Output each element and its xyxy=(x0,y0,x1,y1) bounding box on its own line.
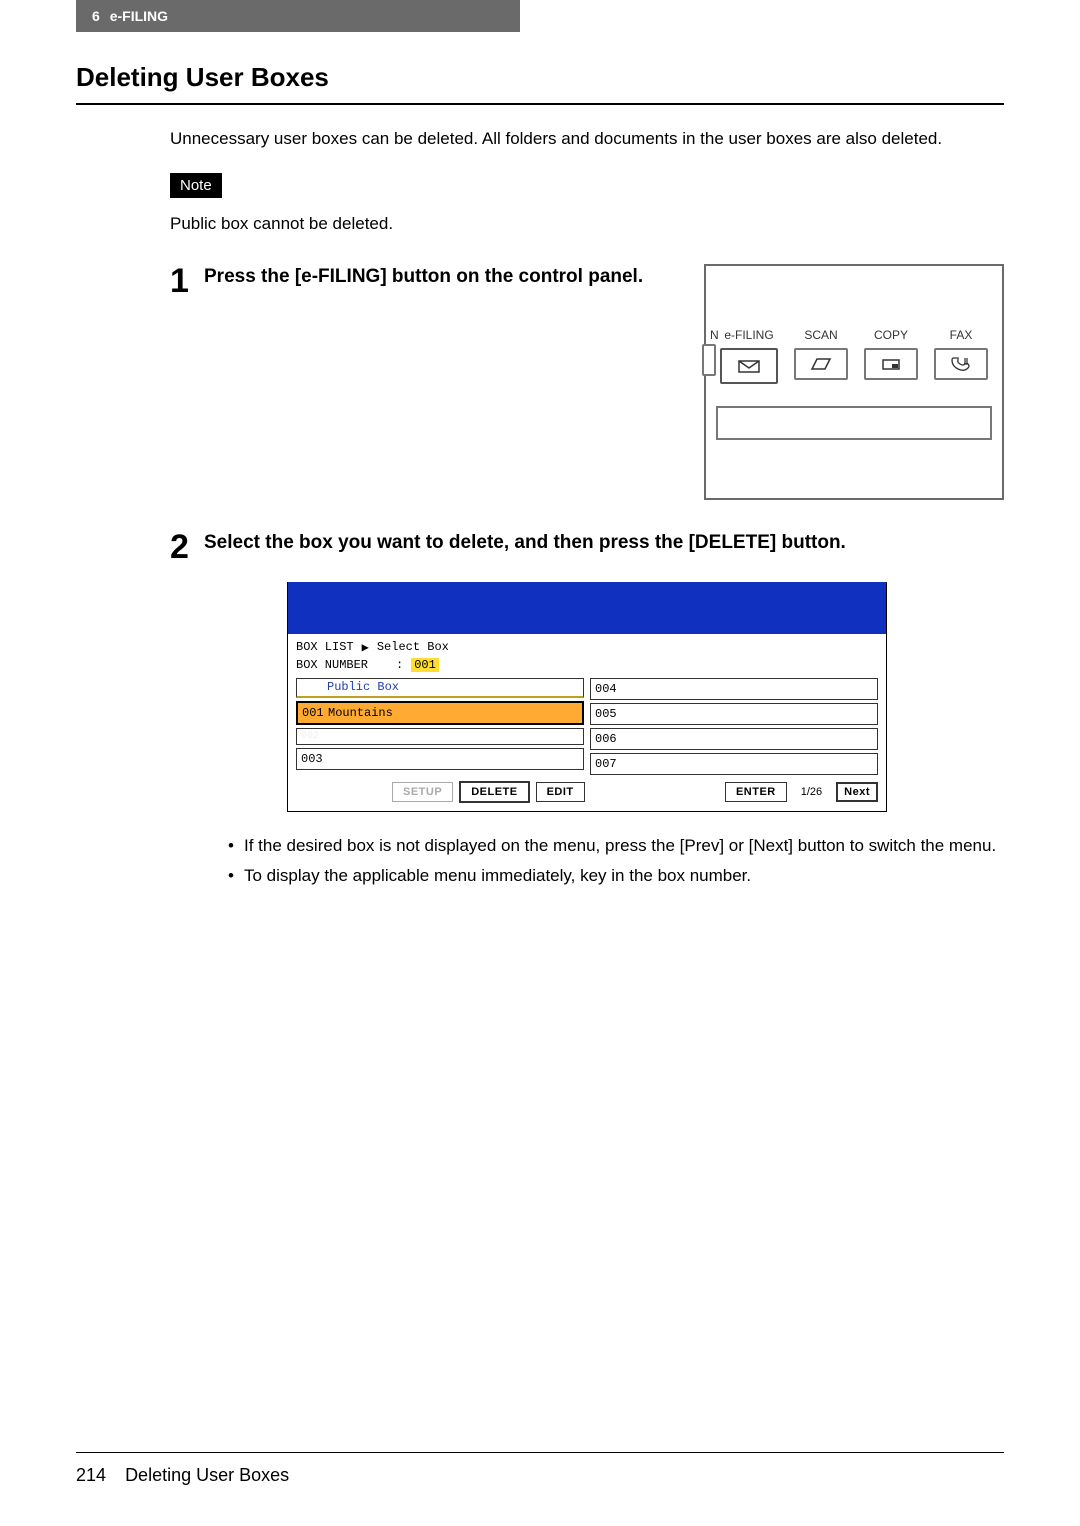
box-row-id: 003 xyxy=(301,752,327,766)
note-text: Public box cannot be deleted. xyxy=(170,214,1004,234)
box-row[interactable]: 005 xyxy=(590,703,878,725)
panel-btn-copy: COPY xyxy=(864,328,918,384)
box-number-value: 001 xyxy=(411,658,439,672)
box-row[interactable]: 007 xyxy=(590,753,878,775)
control-panel-figure: N e-FILING SCAN COPY xyxy=(704,264,1004,500)
panel-btn-scan-label: SCAN xyxy=(804,328,837,342)
box-list-label: BOX LIST xyxy=(296,640,354,654)
step2-row: 2 Select the box you want to delete, and… xyxy=(170,530,1004,564)
box-list-line: BOX LIST ▶ Select Box xyxy=(296,640,878,655)
panel-btn-fax-label: FAX xyxy=(950,328,973,342)
box-row-id: 006 xyxy=(595,732,617,746)
select-box-label: Select Box xyxy=(377,640,449,654)
footer-page-number: 214 xyxy=(76,1465,106,1485)
scan-icon xyxy=(794,348,848,380)
step1-number: 1 xyxy=(170,264,204,298)
fax-icon xyxy=(934,348,988,380)
main-content: Deleting User Boxes Unnecessary user box… xyxy=(0,32,1080,887)
note-badge: Note xyxy=(170,173,222,198)
box-row-id: 002 xyxy=(301,731,327,742)
enter-button[interactable]: ENTER xyxy=(725,782,787,802)
panel-btn-efiling-label: e-FILING xyxy=(724,328,773,342)
box-row[interactable]: 002 xyxy=(296,728,584,745)
step2-figure-wrap: BOX LIST ▶ Select Box BOX NUMBER : 001 Pu… xyxy=(170,582,1004,812)
panel-button-row: e-FILING SCAN COPY xyxy=(706,328,1002,384)
screen-button-row: SETUP DELETE EDIT ENTER 1/26 Next xyxy=(296,781,878,803)
box-row-public[interactable]: Public Box xyxy=(296,678,584,698)
page-header: 6 e-FILING xyxy=(76,0,520,32)
panel-btn-copy-label: COPY xyxy=(874,328,908,342)
step2-number: 2 xyxy=(170,530,204,564)
box-row-selected[interactable]: 001 Mountains xyxy=(296,701,584,725)
title-rule xyxy=(76,103,1004,105)
panel-btn-scan: SCAN xyxy=(794,328,848,384)
bullet-list: If the desired box is not displayed on t… xyxy=(228,834,1004,888)
step1-left: 1 Press the [e-FILING] button on the con… xyxy=(170,264,684,500)
next-button[interactable]: Next xyxy=(836,782,878,802)
box-row-id: 005 xyxy=(595,707,617,721)
box-row[interactable]: 006 xyxy=(590,728,878,750)
box-number-label: BOX NUMBER xyxy=(296,658,368,672)
edit-button[interactable]: EDIT xyxy=(536,782,585,802)
footer-title: Deleting User Boxes xyxy=(125,1465,289,1485)
chapter-title: e-FILING xyxy=(110,8,168,24)
efiling-icon xyxy=(720,348,778,384)
box-row[interactable]: 003 xyxy=(296,748,584,770)
box-row[interactable]: 004 xyxy=(590,678,878,700)
footer-text: 214 Deleting User Boxes xyxy=(76,1465,1004,1486)
chapter-number: 6 xyxy=(92,8,100,24)
arrow-right-icon: ▶ xyxy=(362,640,369,655)
setup-button[interactable]: SETUP xyxy=(392,782,453,802)
screen-page-indicator: 1/26 xyxy=(801,786,822,798)
step2-text: Select the box you want to delete, and t… xyxy=(204,530,1004,556)
panel-btn-efiling: e-FILING xyxy=(720,328,778,384)
box-row-label: Public Box xyxy=(327,680,399,694)
box-col-right: 004 005 006 007 xyxy=(590,678,878,775)
screen-frame: BOX LIST ▶ Select Box BOX NUMBER : 001 Pu… xyxy=(287,582,887,812)
screen-body: BOX LIST ▶ Select Box BOX NUMBER : 001 Pu… xyxy=(288,634,886,811)
box-col-left: Public Box 001 Mountains 002 003 xyxy=(296,678,584,775)
copy-icon xyxy=(864,348,918,380)
page-footer: 214 Deleting User Boxes xyxy=(76,1452,1004,1486)
box-row-id: 001 xyxy=(302,706,328,720)
bullet-item: To display the applicable menu immediate… xyxy=(228,864,1004,888)
box-row-label: Mountains xyxy=(328,706,393,720)
box-row-id: 007 xyxy=(595,757,617,771)
screen-figure: BOX LIST ▶ Select Box BOX NUMBER : 001 Pu… xyxy=(287,582,887,812)
footer-rule xyxy=(76,1452,1004,1453)
box-number-sep: : xyxy=(396,658,403,672)
step1-wrap: 1 Press the [e-FILING] button on the con… xyxy=(170,264,1004,500)
delete-button[interactable]: DELETE xyxy=(459,781,529,803)
step1-text: Press the [e-FILING] button on the contr… xyxy=(204,264,684,290)
box-row-id: 004 xyxy=(595,682,617,696)
screen-banner xyxy=(288,582,886,634)
panel-btn-fax: FAX xyxy=(934,328,988,384)
box-number-line: BOX NUMBER : 001 xyxy=(296,658,878,672)
page-title: Deleting User Boxes xyxy=(76,62,1004,93)
box-grid: Public Box 001 Mountains 002 003 xyxy=(296,678,878,775)
bullet-item: If the desired box is not displayed on t… xyxy=(228,834,1004,858)
panel-mid-bar xyxy=(716,406,992,440)
intro-text: Unnecessary user boxes can be deleted. A… xyxy=(170,127,1004,151)
